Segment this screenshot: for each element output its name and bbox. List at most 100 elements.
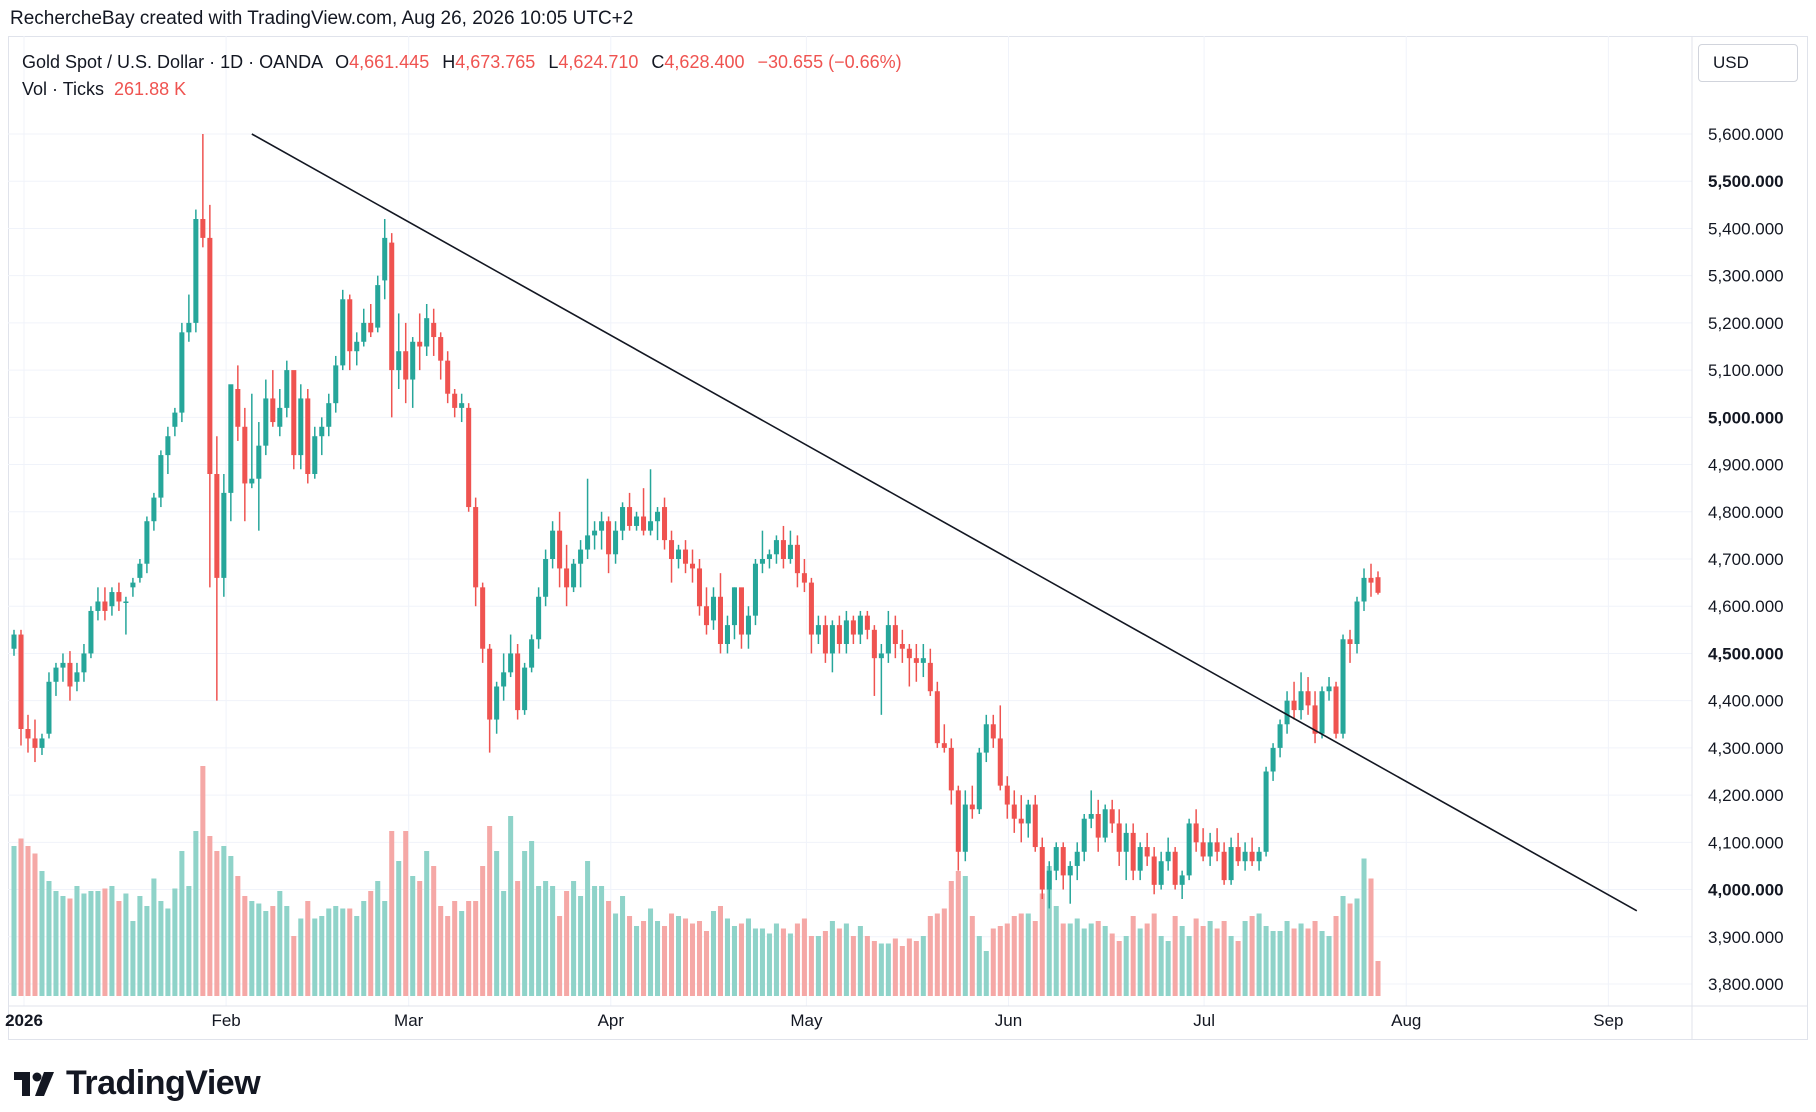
candle-body-53 xyxy=(382,237,388,281)
candle-body-102 xyxy=(724,625,730,644)
candle-body-73 xyxy=(522,667,528,711)
candle-body-167 xyxy=(1179,875,1185,885)
candle-body-2 xyxy=(25,729,31,739)
candle-body-66 xyxy=(473,507,479,588)
volume-bar-77 xyxy=(550,886,556,996)
candle-127 xyxy=(899,629,905,663)
candle-153 xyxy=(1081,814,1087,862)
candle-body-45 xyxy=(326,403,332,427)
candle-body-1 xyxy=(18,634,24,729)
candle-body-154 xyxy=(1088,814,1094,819)
candle-181 xyxy=(1277,719,1283,758)
volume-bar-100 xyxy=(710,911,717,996)
candle-16 xyxy=(123,596,129,635)
candle-170 xyxy=(1200,828,1206,862)
candle-148 xyxy=(1046,861,1052,909)
volume-bar-147 xyxy=(1039,893,1045,996)
candle-body-18 xyxy=(137,563,143,578)
volume-bar-81 xyxy=(578,896,584,996)
candle-body-138 xyxy=(976,752,982,810)
volume-bar-16 xyxy=(123,893,129,996)
candle-body-147 xyxy=(1039,847,1045,890)
candle-108 xyxy=(766,549,772,569)
candle-body-184 xyxy=(1298,691,1304,711)
volume-bar-109 xyxy=(773,923,779,996)
volume-bar-110 xyxy=(780,928,786,996)
candle-44 xyxy=(319,417,325,456)
candle-169 xyxy=(1193,809,1199,852)
candle-163 xyxy=(1151,847,1157,895)
volume-bar-45 xyxy=(326,908,332,996)
volume-bar-173 xyxy=(1221,921,1227,996)
candle-184 xyxy=(1298,672,1304,720)
candle-body-87 xyxy=(620,507,626,531)
volume-bar-30 xyxy=(221,846,227,996)
candle-body-179 xyxy=(1263,771,1269,852)
y-tick-label-16: 4,000.000 xyxy=(1708,881,1784,900)
symbol-label[interactable]: Gold Spot / U.S. Dollar · 1D · OANDA xyxy=(22,52,323,72)
candle-93 xyxy=(662,497,668,550)
low-label: L xyxy=(548,52,559,72)
volume-bar-163 xyxy=(1151,913,1157,996)
candle-168 xyxy=(1186,818,1192,881)
candle-body-164 xyxy=(1158,861,1164,885)
volume-bar-182 xyxy=(1284,921,1290,996)
candle-17 xyxy=(130,577,136,597)
volume-bar-166 xyxy=(1172,916,1178,996)
candle-67 xyxy=(480,582,486,663)
candle-191 xyxy=(1347,629,1353,663)
volume-bar-4 xyxy=(39,871,45,996)
volume-bar-161 xyxy=(1137,928,1143,996)
candle-66 xyxy=(473,497,479,607)
volume-label[interactable]: Vol · Ticks xyxy=(22,79,105,99)
volume-bar-193 xyxy=(1361,858,1367,996)
candle-body-119 xyxy=(843,620,849,644)
candle-70 xyxy=(501,653,507,701)
candle-body-43 xyxy=(312,436,318,474)
candle-110 xyxy=(780,525,786,569)
volume-bar-74 xyxy=(529,841,535,996)
candle-99 xyxy=(703,587,710,635)
candle-134 xyxy=(948,738,954,805)
candle-81 xyxy=(578,540,584,588)
candle-body-24 xyxy=(179,332,185,413)
candle-body-82 xyxy=(585,535,591,550)
candle-142 xyxy=(1004,776,1010,819)
trendline[interactable] xyxy=(251,133,1638,912)
candle-5 xyxy=(46,672,52,739)
volume-bar-46 xyxy=(333,906,339,996)
volume-bar-156 xyxy=(1102,926,1108,996)
candle-body-78 xyxy=(557,530,563,569)
volume-bar-189 xyxy=(1333,916,1339,996)
currency-button[interactable]: USD xyxy=(1698,44,1798,82)
volume-bar-79 xyxy=(564,891,570,996)
candle-body-4 xyxy=(39,738,45,748)
candle-34 xyxy=(249,393,255,489)
candle-body-68 xyxy=(487,648,493,720)
tradingview-logo[interactable]: TradingView xyxy=(14,1064,261,1103)
candle-56 xyxy=(403,322,409,404)
volume-bar-9 xyxy=(74,886,80,996)
candle-96 xyxy=(682,540,689,574)
candle-152 xyxy=(1074,842,1080,881)
volume-bar-26 xyxy=(193,831,199,996)
volume-bar-180 xyxy=(1270,931,1276,996)
volume-bar-0 xyxy=(11,846,17,996)
candle-body-115 xyxy=(815,625,821,635)
volume-bar-12 xyxy=(95,891,101,996)
candle-10 xyxy=(81,644,87,682)
volume-bar-39 xyxy=(284,906,290,996)
volume-bar-78 xyxy=(557,916,563,996)
candle-body-46 xyxy=(333,365,339,404)
candle-body-10 xyxy=(81,653,87,673)
candle-22 xyxy=(165,426,171,474)
candle-body-20 xyxy=(151,497,157,522)
volume-bar-128 xyxy=(906,938,912,996)
volume-bar-131 xyxy=(927,916,933,996)
volume-bar-172 xyxy=(1214,928,1220,996)
tradingview-logo-icon xyxy=(14,1071,54,1096)
candle-165 xyxy=(1165,837,1171,871)
candle-body-26 xyxy=(193,219,199,323)
price-chart[interactable]: 5,600.000 5,500.000 5,400.000 5,300.000 5,20… xyxy=(0,0,1816,1050)
candle-body-190 xyxy=(1340,639,1346,734)
